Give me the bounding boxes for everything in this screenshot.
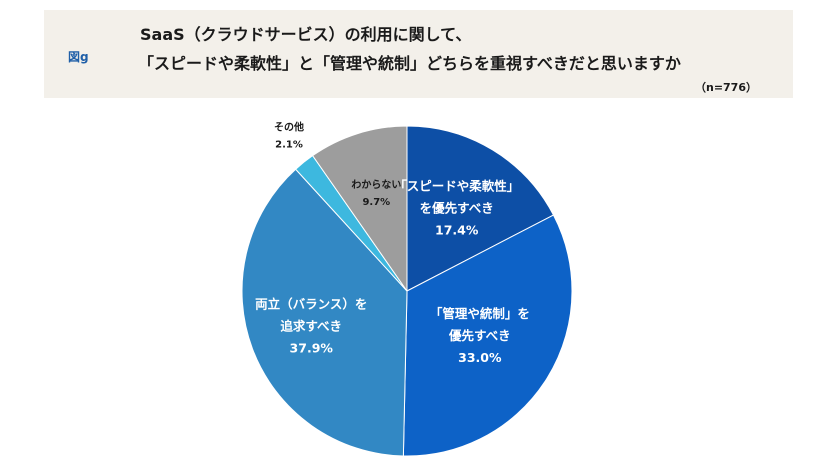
chart-title-line1: SaaS（クラウドサービス）の利用に関して、 [140, 25, 472, 44]
pie-slice-management-control [402, 214, 573, 457]
data-label-unknown: 9.7% [362, 197, 390, 208]
chart-title-line2: 「スピードや柔軟性」と「管理や統制」どちらを重視すべきだと思いますか [138, 54, 681, 73]
pie-slice-unknown [311, 125, 408, 293]
slice-label-speed-flexibility: 「スピードや柔軟性」 [394, 179, 519, 194]
slice-label-management-control: 「管理や統制」を [430, 306, 530, 321]
slice-label-balance: 両立（バランス）を [255, 296, 367, 311]
slice-label-other: その他 [274, 121, 304, 134]
data-label-speed-flexibility: 17.4% [435, 223, 479, 238]
pie-labels: 「スピードや柔軟性」を優先すべき 17.4% 「管理や統制」を優先すべき 33.0% 両… [255, 121, 530, 365]
slice-label-balance: 追求すべき [280, 318, 342, 333]
slice-label-management-control: 優先すべき [448, 328, 511, 343]
figure-label: 図g [68, 50, 89, 64]
slice-label-unknown: わからない [351, 179, 401, 191]
data-label-balance: 37.9% [290, 340, 334, 355]
pie-slices [241, 125, 573, 457]
data-label-management-control: 33.0% [458, 350, 502, 365]
header-panel: 図g SaaS（クラウドサービス）の利用に関して、 「スピードや柔軟性」と「管理… [44, 10, 793, 98]
sample-size: （n=776） [694, 81, 757, 94]
slice-label-speed-flexibility: を優先すべき [420, 201, 494, 216]
pie-slice-speed-flexibility [406, 125, 555, 292]
data-label-other: 2.1% [275, 140, 303, 151]
pie-slice-balance [241, 168, 408, 457]
